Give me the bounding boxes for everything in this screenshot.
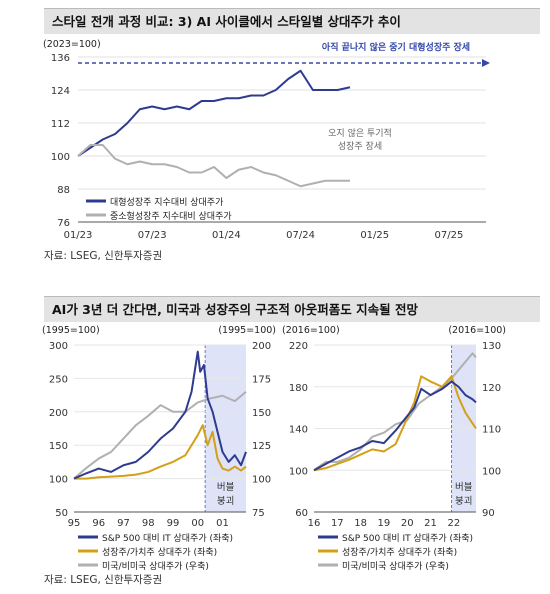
top-source-note: 자료: LSEG, 신한투자증권 <box>44 250 163 262</box>
left-chart-left-tick-label: 300 <box>49 341 68 352</box>
left-chart-x-tick-label: 97 <box>117 518 130 529</box>
left-chart-legend-it-label: S&P 500 대비 IT 상대주가 (좌축) <box>102 533 233 544</box>
left-chart-x-tick-label: 95 <box>68 518 81 529</box>
left-chart-shade-region <box>205 345 246 512</box>
left-chart-x-tick-label: 00 <box>191 518 204 529</box>
left-chart-left-tick-label: 250 <box>49 374 68 385</box>
right-chart-line-it <box>313 380 477 472</box>
bottom-source-note: 자료: LSEG, 신한투자증권 <box>44 574 163 586</box>
top-x-tick-label: 07/24 <box>286 230 315 241</box>
right-chart-shade-label-1: 버블 <box>455 482 473 493</box>
left-chart-line-growth-value <box>74 424 247 480</box>
left-chart-right-unit: (1995=100) <box>218 325 276 336</box>
left-chart-right-tick-label: 175 <box>252 374 271 385</box>
top-x-tick-label: 07/23 <box>138 230 167 241</box>
top-x-tick-label: 01/23 <box>64 230 93 241</box>
left-chart-shade-label-2: 붕괴 <box>217 496 234 507</box>
left-chart-right-tick-label: 125 <box>252 441 271 452</box>
right-chart-legend-growth-value-label: 성장주/가치주 상대주가 (좌축) <box>342 546 457 558</box>
right-chart-left-tick-label: 60 <box>295 508 308 519</box>
top-annotation-gray-1: 오지 않은 투기적 <box>328 127 392 139</box>
right-chart-legend-it-label: S&P 500 대비 IT 상대주가 (좌축) <box>342 533 473 544</box>
right-chart-left-tick-label: 180 <box>289 383 308 394</box>
top-x-tick-label: 01/24 <box>212 230 241 241</box>
top-x-tick-label: 07/25 <box>434 230 463 241</box>
right-chart-x-tick-label: 21 <box>424 518 437 529</box>
left-chart-right-tick-label: 150 <box>252 408 271 419</box>
top-y-tick-label: 136 <box>51 53 70 64</box>
left-chart-line-it <box>73 350 247 480</box>
left-chart-left-tick-label: 150 <box>49 441 68 452</box>
right-chart-legend-us-nonus-label: 미국/비미국 상대주가 (우축) <box>342 561 449 572</box>
right-chart-line-growth-value <box>313 375 477 472</box>
left-chart-left-tick-label: 200 <box>49 408 68 419</box>
left-chart-x-tick-label: 99 <box>167 518 180 529</box>
right-chart-right-tick-label: 90 <box>482 508 495 519</box>
left-chart-x-tick-label: 01 <box>216 518 229 529</box>
left-chart-left-tick-label: 50 <box>55 508 68 519</box>
top-annotation-gray-2: 성장주 장세 <box>338 141 382 152</box>
right-chart-x-tick-label: 22 <box>447 518 460 529</box>
top-line-small-growth <box>77 144 350 188</box>
left-chart-shade-label-1: 버블 <box>217 482 235 493</box>
right-chart-x-tick-label: 17 <box>331 518 344 529</box>
top-annotation-arrow: 아직 끝나지 않은 중기 대형성장주 장세 <box>322 41 470 53</box>
right-chart-right-unit: (2016=100) <box>448 325 506 336</box>
top-panel-title: 스타일 전개 과정 비교: 3) AI 사이클에서 스타일별 상대주가 추이 <box>44 8 540 34</box>
left-chart-right-tick-label: 75 <box>252 508 265 519</box>
right-chart-x-tick-label: 19 <box>378 518 391 529</box>
right-chart-left-tick-label: 100 <box>289 466 308 477</box>
right-chart-right-tick-label: 130 <box>482 341 501 352</box>
right-chart-x-tick-label: 16 <box>308 518 321 529</box>
left-chart-line-us-nonus <box>73 390 247 480</box>
top-trend-arrow-head <box>482 59 490 67</box>
left-chart-x-tick-label: 98 <box>142 518 155 529</box>
top-y-tick-label: 76 <box>57 218 70 229</box>
bottom-panel-title: AI가 3년 더 간다면, 미국과 성장주의 구조적 아웃퍼폼도 지속될 전망 <box>44 296 540 322</box>
top-line-large-growth <box>77 69 351 157</box>
top-y-tick-label: 112 <box>51 119 70 130</box>
right-chart-left-unit: (2016=100) <box>282 325 340 336</box>
right-chart-x-tick-label: 18 <box>354 518 367 529</box>
top-unit-label: (2023=100) <box>43 39 101 50</box>
left-chart-left-tick-label: 100 <box>49 475 68 486</box>
left-chart-right-tick-label: 100 <box>252 475 271 486</box>
top-legend-small-growth-label: 중소형성장주 지수대비 상대주가 <box>110 211 232 222</box>
right-chart-x-tick-label: 20 <box>401 518 414 529</box>
right-chart-right-tick-label: 110 <box>482 425 501 436</box>
left-chart-legend-us-nonus-label: 미국/비미국 상대주가 (우축) <box>102 561 209 572</box>
top-x-tick-label: 01/25 <box>360 230 389 241</box>
top-y-tick-label: 88 <box>57 185 70 196</box>
right-chart-left-tick-label: 140 <box>289 425 308 436</box>
left-chart-x-tick-label: 96 <box>92 518 105 529</box>
top-y-tick-label: 100 <box>51 152 70 163</box>
top-y-tick-label: 124 <box>51 86 70 97</box>
right-chart-shade-label-2: 붕괴 <box>455 496 472 507</box>
left-chart-legend-growth-value-label: 성장주/가치주 상대주가 (좌축) <box>102 546 217 558</box>
right-chart-left-tick-label: 220 <box>289 341 308 352</box>
left-chart-left-unit: (1995=100) <box>42 325 100 336</box>
right-chart-right-tick-label: 120 <box>482 383 501 394</box>
top-legend-large-growth-label: 대형성장주 지수대비 상대주가 <box>110 197 223 208</box>
right-chart-right-tick-label: 100 <box>482 466 501 477</box>
left-chart-right-tick-label: 200 <box>252 341 271 352</box>
